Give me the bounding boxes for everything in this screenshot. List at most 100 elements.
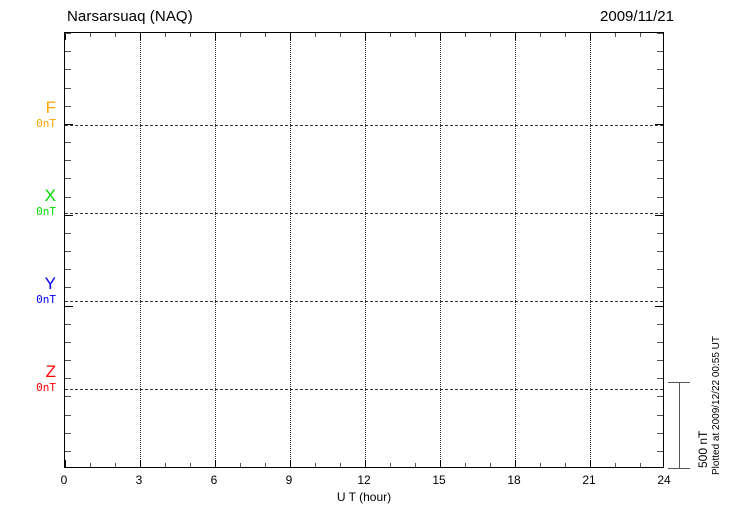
- x-tick-top: [340, 33, 341, 37]
- x-tick-top: [65, 33, 66, 40]
- x-tick-label: 6: [210, 473, 218, 487]
- x-tick-bottom: [115, 463, 116, 467]
- y-tick-left: [65, 233, 71, 234]
- y-tick-left: [65, 33, 71, 34]
- x-tick-bottom: [565, 463, 566, 467]
- y-tick-right: [657, 360, 663, 361]
- x-tick-bottom: [140, 460, 141, 467]
- x-tick-top: [565, 33, 566, 37]
- x-tick-bottom: [365, 460, 366, 467]
- vertical-gridline: [215, 33, 216, 467]
- x-tick-bottom: [340, 463, 341, 467]
- x-tick-top: [265, 33, 266, 37]
- plotted-at-stamp: Plotted at 2009/12/22 00:55 UT: [711, 336, 722, 475]
- y-tick-right: [657, 51, 663, 52]
- y-tick-left: [65, 324, 71, 325]
- component-baseline-value-f: 0nT: [36, 116, 56, 130]
- y-tick-left: [65, 342, 71, 343]
- baseline-gridline-z: [65, 389, 663, 390]
- component-baseline-value-x: 0nT: [36, 205, 56, 219]
- x-tick-top: [440, 33, 441, 40]
- x-tick-bottom: [515, 460, 516, 467]
- y-tick-left: [65, 88, 71, 89]
- y-tick-right: [657, 287, 663, 288]
- y-tick-left: [65, 396, 71, 397]
- x-tick-bottom: [390, 463, 391, 467]
- x-tick-label: 3: [135, 473, 143, 487]
- x-tick-bottom: [440, 460, 441, 467]
- chart-date: 2009/11/21: [600, 8, 674, 25]
- y-tick-right: [657, 160, 663, 161]
- x-tick-label: 9: [285, 473, 293, 487]
- plot-frame: [64, 32, 664, 468]
- y-tick-right: [657, 178, 663, 179]
- y-tick-right: [657, 378, 663, 379]
- x-tick-label: 15: [432, 473, 446, 487]
- x-tick-top: [640, 33, 641, 37]
- y-tick-left: [65, 160, 71, 161]
- scale-bar-label: 500 nT: [696, 430, 710, 468]
- x-tick-top: [115, 33, 116, 37]
- x-tick-top: [515, 33, 516, 40]
- x-tick-top: [190, 33, 191, 37]
- y-tick-right: [657, 233, 663, 234]
- y-tick-left: [65, 269, 71, 270]
- y-tick-right: [657, 33, 663, 34]
- x-tick-bottom: [315, 463, 316, 467]
- y-tick-left: [65, 433, 71, 434]
- y-tick-left: [65, 306, 73, 307]
- x-tick-top: [365, 33, 366, 40]
- vertical-gridline: [290, 33, 291, 467]
- y-tick-left: [65, 197, 71, 198]
- y-tick-right: [657, 197, 663, 198]
- vertical-gridline: [140, 33, 141, 467]
- x-tick-bottom: [415, 463, 416, 467]
- y-tick-left: [65, 106, 71, 107]
- vertical-gridline: [515, 33, 516, 467]
- y-tick-right: [657, 342, 663, 343]
- x-tick-label: 18: [507, 473, 521, 487]
- component-baseline-value-z: 0nT: [36, 381, 56, 395]
- y-tick-right: [657, 69, 663, 70]
- y-tick-right: [657, 142, 663, 143]
- y-tick-left: [65, 51, 71, 52]
- vertical-gridline: [590, 33, 591, 467]
- y-tick-right: [657, 88, 663, 89]
- vertical-gridline: [365, 33, 366, 467]
- x-tick-top: [215, 33, 216, 40]
- x-tick-bottom: [65, 460, 66, 467]
- component-label-f: F 0nT: [26, 99, 56, 130]
- component-letter-z: Z: [45, 362, 56, 382]
- y-tick-left: [65, 178, 71, 179]
- x-tick-top: [590, 33, 591, 40]
- y-tick-left: [65, 378, 71, 379]
- x-axis-title: U T (hour): [336, 490, 392, 504]
- scale-bar-bottom-cap: [668, 468, 690, 469]
- y-tick-left: [65, 124, 73, 125]
- y-tick-left: [65, 142, 71, 143]
- x-tick-bottom: [240, 463, 241, 467]
- component-label-z: Z 0nT: [26, 363, 56, 394]
- plot-area: [65, 33, 663, 467]
- x-tick-bottom: [590, 460, 591, 467]
- component-label-x: X 0nT: [26, 187, 56, 218]
- x-tick-bottom: [215, 460, 216, 467]
- x-tick-top: [465, 33, 466, 37]
- y-tick-right: [657, 451, 663, 452]
- baseline-gridline-y: [65, 301, 663, 302]
- x-tick-label: 12: [357, 473, 371, 487]
- x-tick-bottom: [640, 463, 641, 467]
- component-label-y: Y 0nT: [26, 275, 56, 306]
- x-tick-top: [90, 33, 91, 37]
- y-tick-left: [65, 69, 71, 70]
- scale-bar: [679, 382, 680, 468]
- y-tick-left: [65, 251, 71, 252]
- x-tick-bottom: [190, 463, 191, 467]
- y-tick-left: [65, 287, 71, 288]
- x-tick-top: [540, 33, 541, 37]
- y-tick-left: [65, 360, 71, 361]
- baseline-gridline-f: [65, 125, 663, 126]
- component-letter-x: X: [44, 186, 56, 206]
- x-tick-top: [615, 33, 616, 37]
- y-tick-right: [657, 324, 663, 325]
